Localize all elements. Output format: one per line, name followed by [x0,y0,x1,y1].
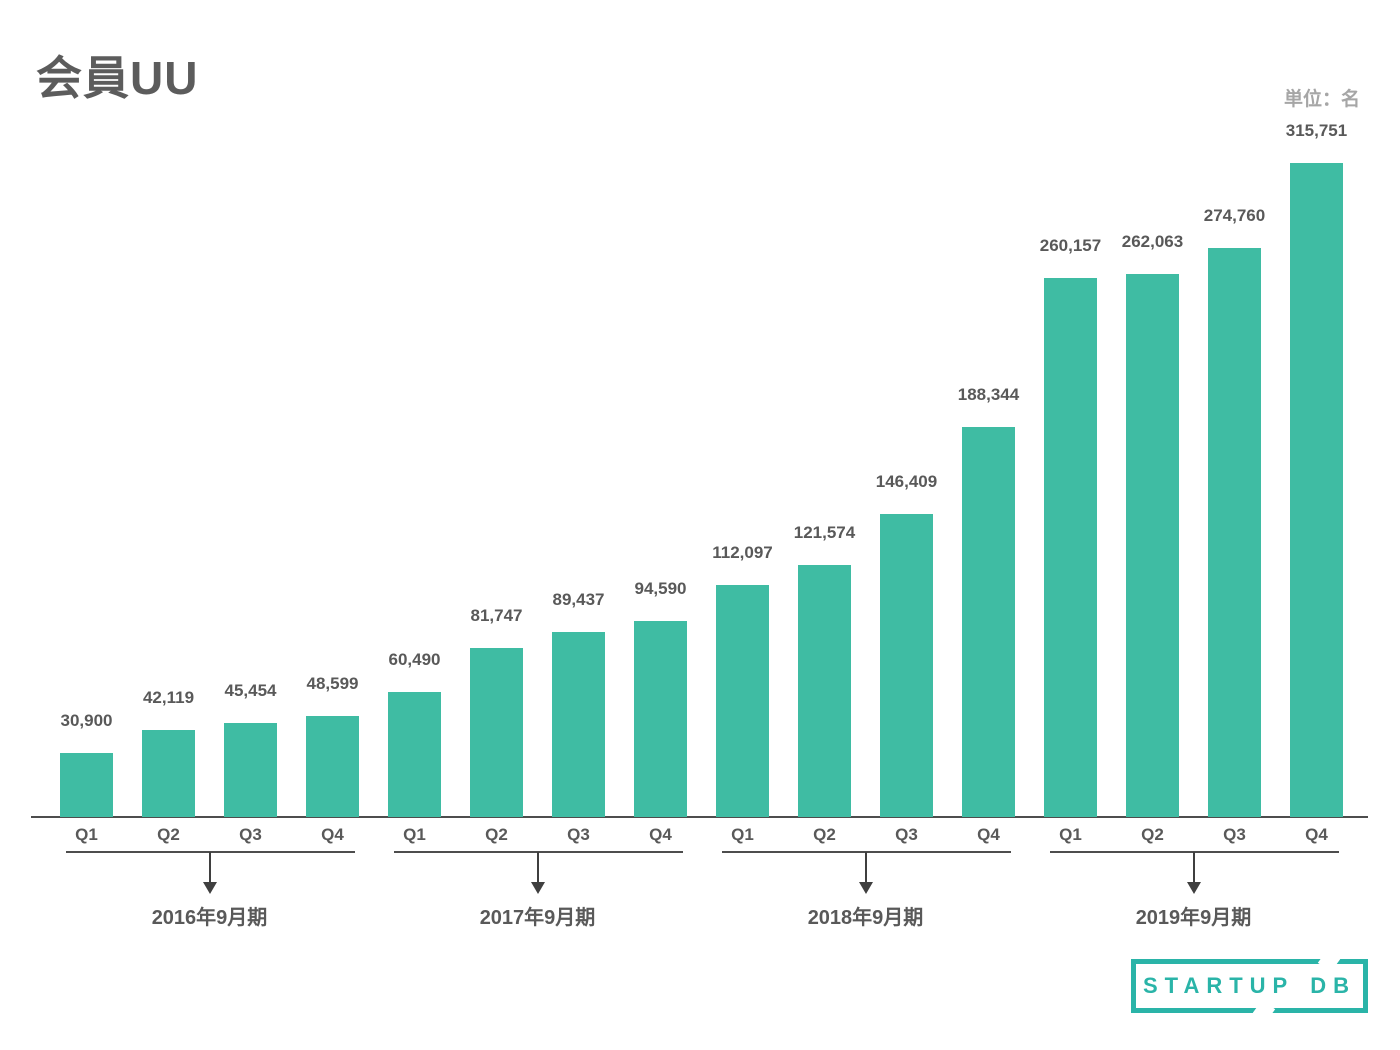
chart-title: 会員UU [36,52,199,104]
x-tick-label: Q4 [977,825,1000,844]
bar [388,692,441,817]
bar-value-label: 42,119 [142,688,195,707]
bar [962,427,1015,817]
x-tick-label: Q4 [321,825,344,844]
group-year-label: 2018年9月期 [807,907,924,929]
unit-label: 単位：名 [1283,89,1360,110]
logo-text-db: DB [1310,973,1357,998]
group-arrow-head-icon [202,882,217,894]
group-arrow-head-icon [1186,882,1201,894]
bar [1044,278,1097,817]
bar-value-label: 94,590 [634,579,687,598]
bar-value-label: 274,760 [1203,206,1266,225]
bar-value-label: 89,437 [552,590,605,609]
bar-value-label: 146,409 [875,472,938,491]
group-axis-line [722,851,1011,853]
x-tick-label: Q3 [239,825,262,844]
group-year-label: 2017年9月期 [479,907,596,929]
bar [470,648,523,817]
x-tick-label: Q4 [1305,825,1328,844]
x-tick-label: Q2 [157,825,180,844]
x-tick-label: Q1 [731,825,754,844]
x-tick-label: Q2 [1141,825,1164,844]
x-tick-label: Q3 [567,825,590,844]
bar [552,632,605,817]
bar [1126,274,1179,817]
bar [634,621,687,817]
bar [798,565,851,817]
bar [142,730,195,817]
group-year-label: 2016年9月期 [151,907,268,929]
x-tick-label: Q3 [895,825,918,844]
bar [60,753,113,817]
x-tick-label: Q1 [1059,825,1082,844]
bar-value-label: 188,344 [957,385,1020,404]
group-year-label: 2019年9月期 [1135,907,1252,929]
group-arrow-head-icon [858,882,873,894]
bar [880,514,933,817]
bar-value-label: 112,097 [712,543,773,562]
group-arrow-stem [864,852,867,883]
bar-value-label: 45,454 [224,681,277,700]
bar-value-label: 262,063 [1121,232,1184,251]
bar-value-label: 60,490 [388,650,441,669]
bar [1290,163,1343,817]
group-axis-line [1050,851,1339,853]
bar-value-label: 260,157 [1039,236,1102,255]
group-axis-line [394,851,683,853]
logo-text-startup: STARTUP [1142,973,1295,998]
bar [306,716,359,817]
bar-value-label: 315,751 [1285,121,1348,140]
bar [716,585,769,817]
bar-value-label: 121,574 [793,523,856,542]
bar-value-label: 30,900 [60,711,113,730]
x-tick-label: Q3 [1223,825,1246,844]
group-axis-line [66,851,355,853]
x-tick-label: Q4 [649,825,672,844]
group-arrow-stem [1192,852,1195,883]
x-tick-label: Q2 [485,825,508,844]
group-arrow-stem [208,852,211,883]
group-arrow-head-icon [530,882,545,894]
group-arrow-stem [536,852,539,883]
bar [224,723,277,817]
startup-db-logo: STARTUP DB [1131,949,1368,1023]
bar-value-label: 81,747 [470,606,523,625]
x-tick-label: Q1 [75,825,98,844]
x-tick-label: Q1 [403,825,426,844]
bar-value-label: 48,599 [306,674,359,693]
x-axis-line [31,816,1368,818]
x-tick-label: Q2 [813,825,836,844]
bar [1208,248,1261,817]
